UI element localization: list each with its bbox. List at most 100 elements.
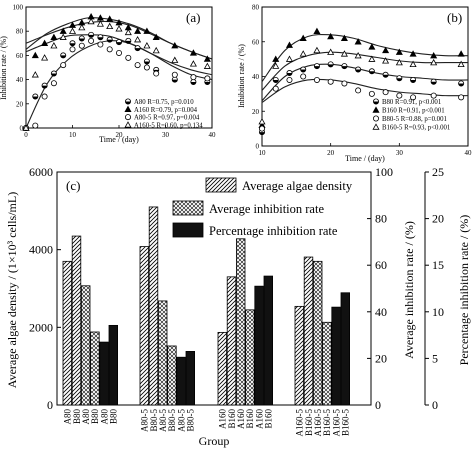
category-label: A80	[81, 409, 91, 425]
y-right-tick-label: 10	[432, 305, 444, 319]
point-A80-5	[106, 46, 113, 53]
point-B160	[409, 50, 417, 57]
point-A80-fill	[172, 79, 178, 83]
point-A160-5	[68, 27, 77, 34]
panel-c-frame	[56, 171, 372, 406]
category-label: A160-5	[313, 409, 323, 437]
y-mid-tick-label: 40	[375, 305, 387, 319]
point-A160	[203, 55, 211, 62]
panel-c-ylabel-right: Percentage inhibition rate / (%)	[457, 215, 471, 366]
point-A80-5	[171, 71, 178, 78]
point-A80-5	[116, 49, 123, 56]
point-B80-5	[410, 94, 417, 101]
y-mid-tick-label: 100	[375, 165, 393, 179]
point-A160	[96, 14, 104, 21]
point-B80-fill	[341, 66, 347, 69]
point-B80-fill	[410, 79, 416, 83]
point-A160-5	[106, 22, 114, 30]
point-A80-5	[97, 41, 104, 48]
point-B80-fill	[396, 78, 402, 81]
point-A80-5	[134, 62, 141, 69]
bar-B160-2	[263, 275, 274, 406]
point-B80-5	[286, 76, 293, 83]
y-right-tick-label: 20	[432, 212, 444, 226]
panel-b-label: (b)	[447, 10, 462, 25]
category-label: A80	[63, 409, 73, 425]
category-label: B80	[109, 409, 119, 425]
bar-A160-5-2	[331, 306, 341, 406]
bar-A80-2	[99, 341, 109, 406]
bar-A80-5-2	[176, 356, 186, 406]
panel-a-data-points	[22, 12, 211, 132]
panel-b-fit-curves	[261, 33, 469, 104]
point-B80-fill	[369, 71, 375, 74]
panel-a: (a) Inhibition rate / (%) Time / (day) 0…	[0, 4, 216, 145]
point-A80-fill	[107, 39, 113, 43]
point-A80-fill	[135, 48, 141, 51]
category-label: B160-5	[322, 409, 332, 437]
fit-curve-B160	[261, 33, 469, 83]
legend-swatch-pct-inhibition	[172, 222, 204, 238]
point-B80-5	[258, 125, 265, 132]
panel-c-axes: 0 2000 4000 6000 0 20 40 60 80 100 0 5 10 15 20 25	[29, 165, 444, 412]
point-B160-5	[258, 117, 266, 125]
legend-entry-B160: B160 R=0.91, p<0.001	[382, 108, 445, 115]
legend-marker-A160-5	[124, 121, 132, 128]
point-A160-5	[124, 28, 132, 36]
bar-B80-5-2	[185, 351, 196, 406]
panel-c-label: (c)	[66, 178, 80, 193]
point-B80-5	[458, 94, 465, 101]
point-A160	[171, 42, 179, 49]
point-A160	[68, 21, 77, 28]
panel-c-ylabel-mid: Average inhibition rate / (%)	[402, 221, 416, 359]
legend-label-algae-density: Average algae density	[242, 179, 353, 193]
bar-B160-0	[226, 276, 237, 406]
bar-A80-0	[62, 260, 73, 406]
panel-b: (b) Inhibition rate / (%) Time / (day) 1…	[237, 4, 472, 164]
panel-c-category-labels: A80 B80 A80 B80 A80 B80 A80-5 B80-5 A80-5 B80-5 A8…	[63, 409, 351, 437]
point-B80-5	[430, 92, 437, 99]
point-B160	[272, 55, 280, 62]
bar-B80-0	[71, 235, 82, 406]
panel-c-ylabel-left: Average algae density / (1×10³ cells/mL)	[5, 192, 19, 388]
category-label: A80-5	[176, 409, 186, 432]
point-B80-fill	[314, 66, 320, 69]
y-left-tick-label: 0	[47, 398, 53, 412]
y-right-tick-label: 5	[432, 351, 438, 365]
point-B80-5	[341, 80, 348, 87]
point-B160-5	[340, 50, 348, 57]
bar-A160-5-1	[312, 260, 323, 406]
point-B160	[382, 46, 390, 54]
category-label: B160	[264, 409, 274, 429]
category-label: B80-5	[186, 409, 196, 432]
bar-B80-5-0	[148, 206, 159, 406]
y-mid-tick-label: 0	[375, 398, 381, 412]
legend-entry-A160: A160 R=0.79, p=0.004	[134, 107, 198, 114]
bar-A80-5-0	[139, 246, 150, 406]
y-tick-label: 40	[252, 73, 260, 81]
point-A160	[143, 27, 151, 34]
category-label: B80-5	[167, 409, 177, 432]
point-A160-5	[96, 20, 104, 27]
y-tick-label: 60	[16, 52, 24, 60]
legend-marker-A80-fill	[125, 101, 131, 105]
legend-swatch-algae-density	[205, 177, 237, 193]
y-mid-tick-label: 80	[375, 212, 387, 226]
point-A80-fill	[32, 96, 38, 100]
point-B160	[395, 48, 403, 55]
point-B160-5	[430, 58, 438, 66]
point-A80-5	[41, 93, 48, 100]
y-tick-label: 100	[13, 4, 24, 12]
point-A160	[115, 19, 123, 26]
legend-swatch-avg-inhibition	[172, 200, 204, 216]
point-A80-5	[153, 70, 160, 77]
category-label: B160-5	[341, 409, 351, 437]
point-A80-fill	[88, 34, 94, 38]
panel-a-axes: 0 10 20 30 40 0 20 40 60 80 100	[13, 4, 217, 140]
bar-A160-2	[254, 285, 264, 406]
panel-a-label: (a)	[186, 10, 200, 25]
point-B80-fill	[458, 83, 464, 87]
y-right-tick-label: 25	[432, 165, 444, 179]
point-B80-5	[368, 90, 375, 97]
